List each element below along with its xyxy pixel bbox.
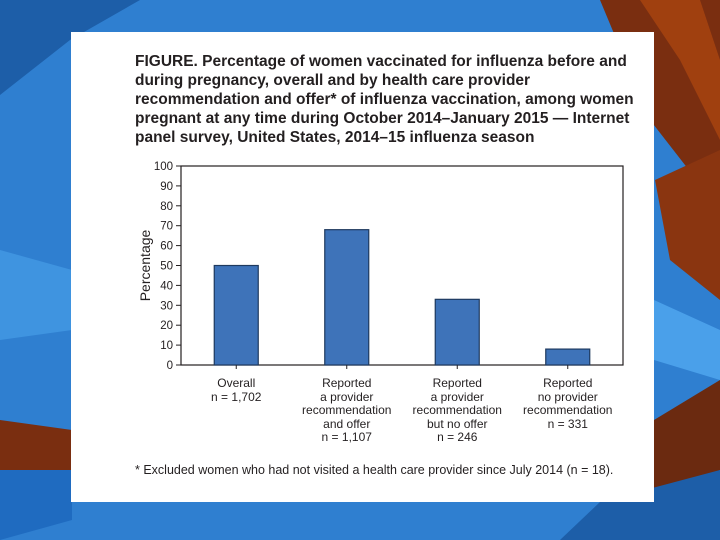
y-tick-label: 10 <box>160 340 173 352</box>
bar-1 <box>213 264 259 366</box>
category-label-line: no provider <box>537 389 598 404</box>
bar-3 <box>434 298 480 366</box>
y-axis-title: Percentage <box>137 229 153 301</box>
y-tick-label: 50 <box>160 261 173 273</box>
category-label-line: recommendation <box>523 403 613 417</box>
y-tick-label: 60 <box>160 241 173 253</box>
category-label-1: Overall n = 1,702 <box>171 376 301 404</box>
y-tick-label: 100 <box>154 161 173 173</box>
category-sample-size: n = 1,702 <box>211 389 262 404</box>
category-label-line: a provider <box>430 389 484 404</box>
category-label-line: recommendation <box>302 403 392 417</box>
figure-title: FIGURE. Percentage of women vaccinated f… <box>135 53 634 146</box>
figure-slide: FIGURE. Percentage of women vaccinated f… <box>71 32 654 502</box>
footnote: * Excluded women who had not visited a h… <box>135 463 614 477</box>
category-label-line: Reported <box>322 376 372 390</box>
category-label-4: Reported no provider recommendation n = 331 <box>503 376 633 431</box>
category-sample-size: n = 1,107 <box>321 430 372 444</box>
category-label-line: but no offer <box>427 416 488 431</box>
y-tick-label: 70 <box>160 221 173 233</box>
y-tick-label: 30 <box>160 300 173 312</box>
bar-4 <box>545 348 591 366</box>
category-label-3: Reported a provider recommendation but no o… <box>392 376 522 445</box>
category-sample-size: n = 246 <box>437 430 478 444</box>
category-label-line: Overall <box>217 376 256 390</box>
y-tick-label: 90 <box>160 181 173 193</box>
y-tick-label: 40 <box>160 280 173 292</box>
category-label-line: and offer <box>323 416 371 431</box>
bar-chart: 0 10 20 30 40 50 60 70 80 90 100 Percentage <box>137 161 624 372</box>
category-label-line: Reported <box>432 376 482 390</box>
bar-2 <box>324 229 370 366</box>
category-label-line: a provider <box>320 389 374 404</box>
category-label-line: recommendation <box>412 403 502 417</box>
category-label-line: Reported <box>543 376 593 390</box>
category-sample-size: n = 331 <box>547 416 588 431</box>
y-tick-label: 20 <box>160 320 173 332</box>
y-tick-label: 0 <box>167 360 173 372</box>
category-label-2: Reported a provider recommendation and offe… <box>282 376 412 445</box>
y-tick-label: 80 <box>160 201 173 213</box>
